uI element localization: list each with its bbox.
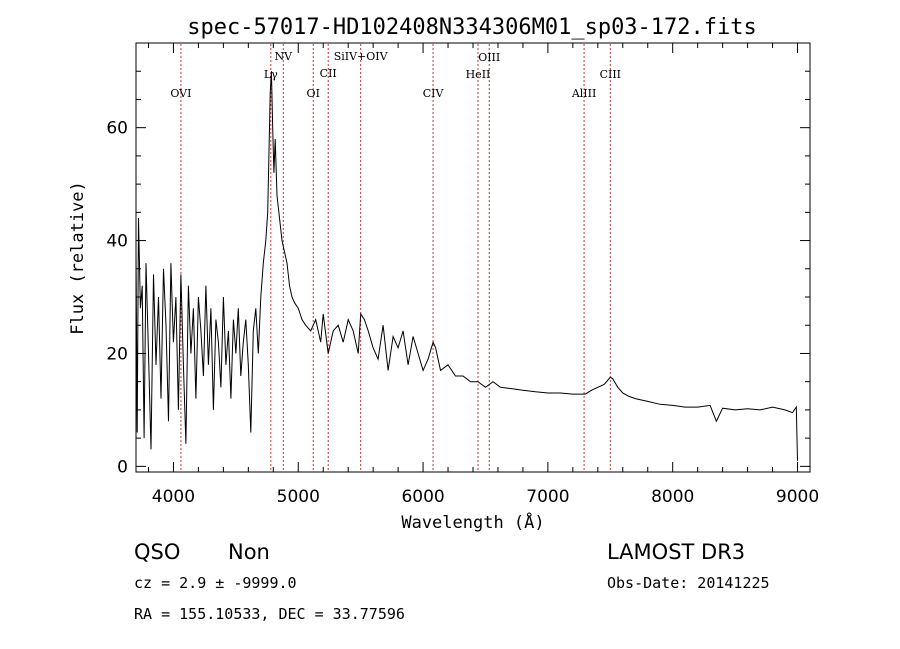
observation-date: Obs-Date: 20141225: [607, 574, 770, 592]
x-tick-label: 8000: [651, 487, 694, 507]
emission-line-label: OIII: [478, 51, 500, 64]
y-tick-label: 20: [106, 344, 128, 364]
emission-line-label: NV: [274, 50, 293, 63]
plot-frame: [135, 42, 811, 473]
emission-line-label: CII: [320, 67, 337, 80]
emission-line-label: CIV: [423, 87, 445, 100]
redshift-info: cz = 2.9 ± -9999.0: [134, 574, 297, 592]
x-axis-label: Wavelength (Å): [401, 511, 544, 533]
emission-line-label: CIII: [600, 68, 621, 81]
emission-line-label: OVI: [170, 87, 191, 100]
object-class: QSO: [134, 540, 180, 564]
y-axis-label: Flux (relative): [68, 181, 88, 335]
spectrum-line: [135, 71, 798, 461]
object-subclass: Non: [228, 540, 270, 564]
emission-line-label: SiIV+OIV: [334, 50, 389, 63]
y-tick-label: 40: [106, 232, 128, 252]
chart-title: spec-57017-HD102408N334306M01_sp03-172.f…: [187, 15, 757, 40]
x-tick-label: 5000: [277, 487, 320, 507]
emission-line-label: OI: [307, 87, 320, 100]
x-tick-label: 7000: [526, 487, 569, 507]
x-tick-label: 6000: [401, 487, 444, 507]
coordinates: RA = 155.10533, DEC = 33.77596: [134, 605, 405, 623]
x-tick-label: 4000: [152, 487, 195, 507]
x-tick-label: 9000: [776, 487, 819, 507]
x-ticks-group: 4000 5000 6000 7000 8000 9000: [147, 43, 819, 507]
y-tick-label: 60: [106, 119, 128, 139]
y-ticks-group: 0 20 40 60: [106, 70, 810, 477]
emission-line-label: AlIII: [571, 87, 597, 100]
y-tick-label: 0: [117, 457, 128, 477]
emission-line-label: HeII: [466, 68, 491, 81]
survey-name: LAMOST DR3: [607, 540, 745, 564]
